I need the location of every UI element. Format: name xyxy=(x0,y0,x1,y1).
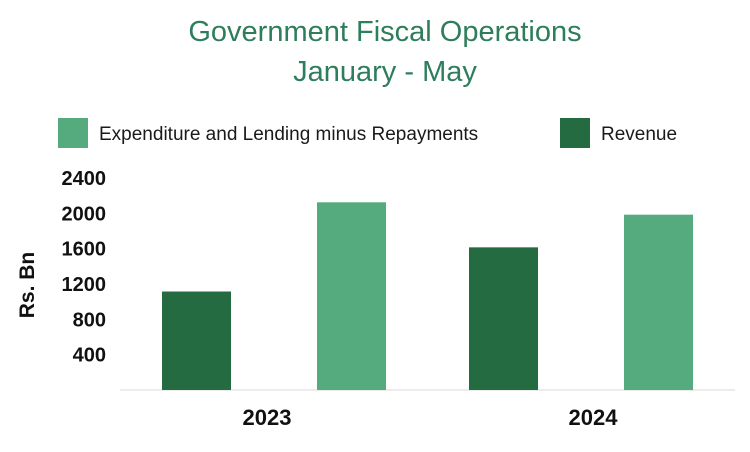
legend: Expenditure and Lending minus Repayments… xyxy=(58,118,677,148)
y-tick-label: 2000 xyxy=(62,203,107,225)
legend-swatch xyxy=(58,118,88,148)
y-axis-ticks: 400 800 1200 1600 2000 2400 xyxy=(62,168,107,367)
y-tick-label: 2400 xyxy=(62,168,107,190)
chart-subtitle: January - May xyxy=(293,56,477,88)
bar-revenue-2024 xyxy=(469,247,538,390)
y-tick-label: 1600 xyxy=(62,239,107,261)
y-tick-label: 1200 xyxy=(62,274,107,296)
y-tick-label: 400 xyxy=(73,345,106,367)
y-axis-label: Rs. Bn xyxy=(16,252,39,319)
bar-expenditure-2023 xyxy=(317,202,386,390)
legend-label: Expenditure and Lending minus Repayments xyxy=(99,124,478,145)
x-category-label: 2023 xyxy=(243,405,292,430)
x-category-label: 2024 xyxy=(569,405,619,430)
x-axis-categories: 2023 2024 xyxy=(243,405,619,430)
legend-swatch xyxy=(560,118,590,148)
chart-title: Government Fiscal Operations xyxy=(188,16,581,48)
legend-label: Revenue xyxy=(601,124,677,145)
bars xyxy=(162,202,693,390)
bar-revenue-2023 xyxy=(162,291,231,390)
bar-expenditure-2024 xyxy=(624,214,693,390)
y-tick-label: 800 xyxy=(73,309,106,331)
